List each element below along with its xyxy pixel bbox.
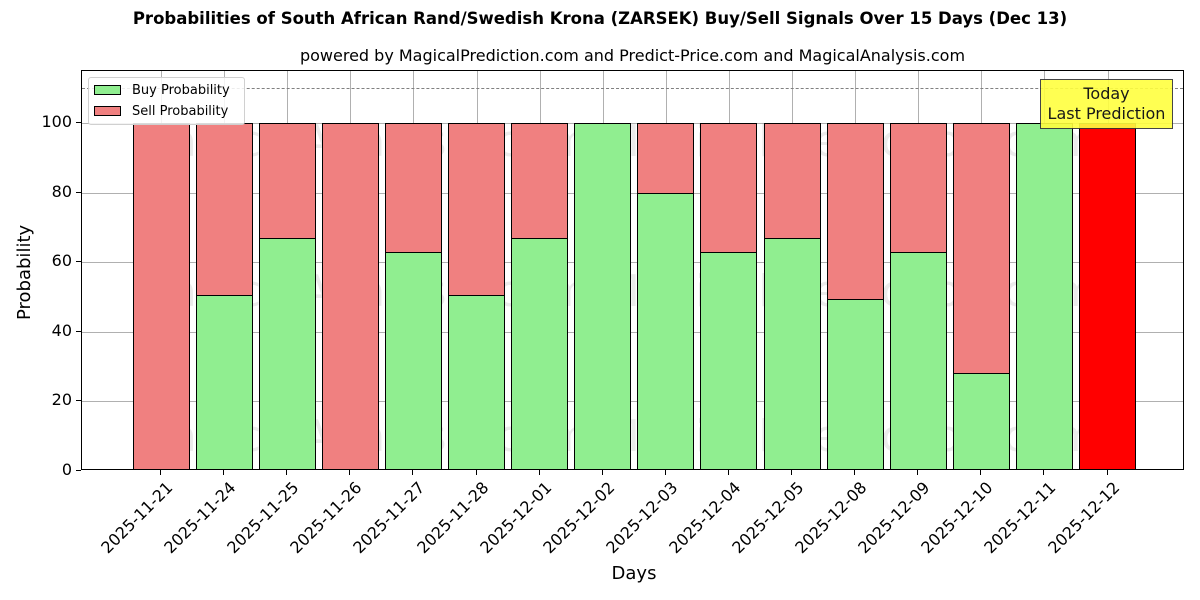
buy-bar[interactable] xyxy=(826,299,884,469)
today-annotation: Today Last Prediction xyxy=(1040,79,1173,129)
x-tick-mark xyxy=(160,470,161,475)
x-axis-title: Days xyxy=(611,563,657,584)
buy-bar[interactable] xyxy=(448,295,505,469)
y-gridline xyxy=(82,123,1183,125)
sell-bar[interactable] xyxy=(826,123,884,301)
annotation-line-1: Today xyxy=(1083,84,1130,103)
x-tick-mark xyxy=(854,470,856,475)
sell-bar[interactable] xyxy=(952,123,1010,374)
y-tick-mark xyxy=(76,122,81,124)
y-tick-label: 20 xyxy=(51,390,72,410)
sell-bar[interactable] xyxy=(763,123,821,239)
y-tick-label: 0 xyxy=(61,460,72,479)
threshold-line xyxy=(82,88,1183,90)
x-tick-mark xyxy=(538,470,540,475)
legend-item-sell: Sell Probability xyxy=(94,103,229,119)
plot-area: MagicalAnalysis.comMagicalAnalysis.comMa… xyxy=(81,70,1184,470)
x-tick-mark xyxy=(475,470,477,475)
sell-bar[interactable] xyxy=(258,123,316,239)
buy-bar[interactable] xyxy=(637,192,695,469)
sell-swatch-icon xyxy=(94,106,121,116)
y-axis-title: Probability xyxy=(14,224,35,320)
y-tick-mark xyxy=(76,330,81,332)
chart-title: Probabilities of South African Rand/Swed… xyxy=(132,9,1068,28)
sell-bar[interactable] xyxy=(132,123,190,469)
y-tick-label: 40 xyxy=(51,320,72,340)
y-tick-label: 60 xyxy=(51,251,72,271)
y-tick-label: 100 xyxy=(41,112,72,132)
sell-bar[interactable] xyxy=(384,123,442,253)
x-tick-mark xyxy=(917,470,919,475)
legend: Buy Probability Sell Probability xyxy=(88,77,245,125)
y-gridline xyxy=(82,331,1183,333)
y-tick-mark xyxy=(76,470,81,471)
legend-item-buy: Buy Probability xyxy=(94,82,230,98)
annotation-line-2: Last Prediction xyxy=(1047,104,1166,123)
chart-subtitle: powered by MagicalPrediction.com and Pre… xyxy=(299,46,966,65)
x-tick-mark xyxy=(349,470,351,475)
today-sell-bar[interactable] xyxy=(1079,123,1136,469)
x-tick-mark xyxy=(727,470,729,475)
buy-bar[interactable] xyxy=(574,123,632,469)
buy-bar[interactable] xyxy=(1015,123,1073,469)
y-gridline xyxy=(82,262,1183,264)
buy-bar[interactable] xyxy=(889,251,947,469)
legend-sell-label: Sell Probability xyxy=(132,103,229,119)
buy-bar[interactable] xyxy=(763,237,821,469)
x-tick-mark xyxy=(664,470,666,475)
x-tick-mark xyxy=(791,470,792,475)
y-tick-mark xyxy=(76,261,81,263)
y-tick-label: 80 xyxy=(51,181,72,201)
y-tick-mark xyxy=(76,191,81,193)
x-tick-mark xyxy=(412,470,414,475)
buy-bar[interactable] xyxy=(511,237,569,469)
x-tick-mark xyxy=(601,470,603,475)
buy-bar[interactable] xyxy=(258,237,316,469)
buy-bar[interactable] xyxy=(195,295,253,469)
sell-bar[interactable] xyxy=(889,123,947,253)
sell-bar[interactable] xyxy=(195,123,253,297)
sell-bar[interactable] xyxy=(700,123,758,253)
legend-buy-label: Buy Probability xyxy=(132,82,230,98)
buy-bar[interactable] xyxy=(952,372,1010,469)
y-tick-mark xyxy=(76,400,81,402)
x-tick-mark xyxy=(1043,470,1045,475)
x-tick-mark xyxy=(223,470,225,475)
y-gridline xyxy=(82,192,1183,194)
sell-bar[interactable] xyxy=(511,123,569,239)
sell-bar[interactable] xyxy=(448,123,505,297)
x-tick-mark xyxy=(980,470,982,475)
buy-swatch-icon xyxy=(94,85,121,95)
x-tick-mark xyxy=(286,470,288,475)
x-tick-mark xyxy=(1106,470,1108,475)
y-gridline xyxy=(82,401,1183,403)
buy-bar[interactable] xyxy=(700,251,758,469)
buy-bar[interactable] xyxy=(384,251,442,469)
sell-bar[interactable] xyxy=(321,123,379,469)
sell-bar[interactable] xyxy=(637,123,695,194)
